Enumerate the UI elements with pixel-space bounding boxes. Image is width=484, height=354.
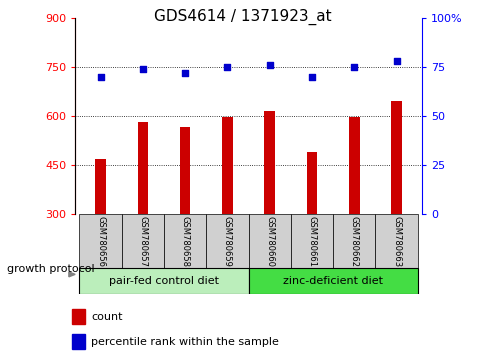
Bar: [375, 214, 417, 268]
Text: GSM780658: GSM780658: [180, 216, 189, 267]
Text: GSM780659: GSM780659: [223, 216, 231, 267]
Text: GSM780662: GSM780662: [349, 216, 358, 267]
Bar: [79, 214, 121, 268]
Text: percentile rank within the sample: percentile rank within the sample: [91, 337, 278, 347]
Point: [181, 70, 189, 75]
Text: GSM780663: GSM780663: [391, 216, 400, 267]
Point: [265, 62, 273, 68]
Text: GSM780661: GSM780661: [307, 216, 316, 267]
Text: GSM780656: GSM780656: [96, 216, 105, 267]
Bar: [95, 159, 106, 214]
Bar: [248, 268, 417, 294]
Point: [392, 58, 400, 64]
Bar: [264, 111, 274, 214]
Bar: [72, 309, 85, 324]
Bar: [222, 117, 232, 214]
Polygon shape: [69, 272, 75, 277]
Point: [96, 74, 104, 79]
Text: zinc-deficient diet: zinc-deficient diet: [283, 276, 382, 286]
Bar: [391, 101, 401, 214]
Bar: [72, 334, 85, 349]
Text: GSM780660: GSM780660: [265, 216, 273, 267]
Bar: [348, 116, 359, 214]
Bar: [206, 214, 248, 268]
Point: [223, 64, 231, 70]
Bar: [137, 122, 148, 214]
Bar: [79, 268, 248, 294]
Bar: [121, 214, 164, 268]
Text: GDS4614 / 1371923_at: GDS4614 / 1371923_at: [153, 9, 331, 25]
Bar: [306, 152, 317, 214]
Bar: [164, 214, 206, 268]
Bar: [180, 127, 190, 214]
Text: count: count: [91, 312, 122, 322]
Bar: [248, 214, 290, 268]
Text: GSM780657: GSM780657: [138, 216, 147, 267]
Point: [349, 64, 357, 70]
Bar: [333, 214, 375, 268]
Point: [139, 66, 147, 72]
Point: [307, 74, 315, 79]
Text: pair-fed control diet: pair-fed control diet: [109, 276, 219, 286]
Text: growth protocol: growth protocol: [7, 264, 95, 274]
Bar: [290, 214, 333, 268]
